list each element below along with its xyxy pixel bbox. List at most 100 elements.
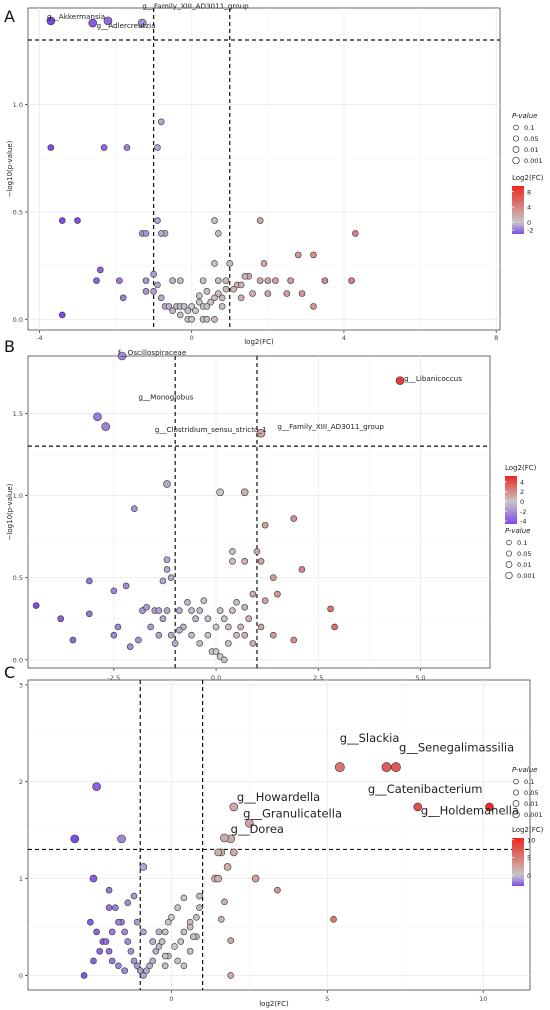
data-point xyxy=(241,631,248,639)
data-point xyxy=(184,307,192,314)
size-legend-key xyxy=(512,156,520,165)
data-point xyxy=(188,315,195,323)
data-point xyxy=(161,952,169,960)
data-point xyxy=(257,623,265,631)
y-tick-label: 1.5 xyxy=(13,410,23,418)
data-point xyxy=(175,626,183,634)
data-point xyxy=(211,260,218,267)
x-tick-label: -4 xyxy=(36,334,42,342)
size-legend-key xyxy=(505,561,513,568)
data-point xyxy=(218,915,225,923)
data-point xyxy=(192,615,199,623)
data-point xyxy=(241,273,249,280)
color-legend-label: 10 xyxy=(527,836,535,844)
data-point xyxy=(58,217,66,224)
size-legend-label: 0.05 xyxy=(524,789,538,797)
taxon-label: g__Dorea xyxy=(231,822,284,836)
data-point xyxy=(140,972,147,979)
data-point xyxy=(211,217,218,224)
data-point xyxy=(146,962,153,970)
data-point xyxy=(199,277,207,284)
data-point xyxy=(163,607,171,614)
data-point xyxy=(220,615,228,623)
data-point xyxy=(157,294,165,302)
taxon-label: g__Family_XIII_AD3011_group xyxy=(277,422,384,431)
size-legend-label: 0.1 xyxy=(524,778,534,786)
data-point xyxy=(186,947,194,955)
x-tick-label: 10 xyxy=(479,995,487,1003)
taxon-label: g__Family_XIII_AD3011_group xyxy=(142,1,249,10)
x-axis-title: log2(FC) xyxy=(259,1000,289,1008)
data-point xyxy=(186,923,194,931)
data-point xyxy=(225,640,232,647)
data-point xyxy=(218,303,226,310)
data-point xyxy=(150,288,157,295)
data-point xyxy=(90,957,97,965)
data-point xyxy=(74,217,81,224)
data-point xyxy=(189,933,197,941)
data-point xyxy=(211,294,218,302)
color-legend-label: 2 xyxy=(520,488,524,496)
data-point xyxy=(140,928,147,936)
data-point xyxy=(180,894,188,902)
data-point xyxy=(230,285,237,293)
size-legend-title: P-value xyxy=(512,766,537,774)
data-point xyxy=(149,938,157,945)
data-point xyxy=(100,144,108,151)
data-point xyxy=(110,631,118,639)
data-point xyxy=(274,590,281,598)
size-legend-key xyxy=(505,571,513,580)
data-point xyxy=(163,480,171,488)
size-legend-title: P-value xyxy=(512,112,537,120)
data-point xyxy=(96,947,104,955)
data-point xyxy=(119,294,127,302)
color-legend-label: 4 xyxy=(520,478,524,486)
y-tick-label: 0.0 xyxy=(13,656,23,664)
taxon-label: g__Granulicatella xyxy=(243,806,342,820)
size-legend-key xyxy=(512,810,520,819)
data-point xyxy=(256,428,266,438)
data-point xyxy=(264,277,272,284)
data-point xyxy=(115,962,122,970)
color-legend-title: Log2(FC) xyxy=(505,464,537,472)
panel-label: B xyxy=(4,337,15,356)
data-point xyxy=(108,957,116,965)
data-point xyxy=(108,928,116,936)
size-legend-label: 0.05 xyxy=(524,135,538,143)
size-legend-label: 0.001 xyxy=(524,157,543,165)
data-point xyxy=(272,277,279,284)
data-point xyxy=(196,640,204,647)
data-point xyxy=(237,623,244,631)
data-point xyxy=(165,918,172,926)
color-legend-bar xyxy=(512,838,524,886)
data-point xyxy=(260,260,268,267)
y-tick-label: 1.0 xyxy=(13,101,23,109)
data-point xyxy=(47,144,55,151)
size-legend-label: 0.1 xyxy=(524,124,534,132)
data-point xyxy=(192,307,199,314)
x-axis-title: log2(FC) xyxy=(244,338,274,346)
data-point xyxy=(287,277,294,284)
data-point xyxy=(222,285,230,293)
data-point xyxy=(97,266,104,274)
y-tick-label: 0 xyxy=(19,972,23,980)
data-point xyxy=(150,270,157,278)
data-point xyxy=(193,914,200,921)
data-point xyxy=(142,288,150,295)
data-point xyxy=(214,848,222,857)
size-legend-key xyxy=(513,778,519,785)
color-legend-bar xyxy=(505,476,517,524)
data-point xyxy=(233,599,240,606)
data-point xyxy=(105,904,113,911)
data-point xyxy=(395,376,405,385)
size-legend-key xyxy=(512,146,520,153)
data-point xyxy=(133,918,141,926)
data-point xyxy=(240,488,249,497)
data-point xyxy=(174,957,181,965)
data-point xyxy=(196,607,204,614)
data-point xyxy=(207,298,215,306)
data-point xyxy=(88,18,98,28)
data-point xyxy=(155,943,163,950)
color-legend-bar xyxy=(512,186,524,234)
